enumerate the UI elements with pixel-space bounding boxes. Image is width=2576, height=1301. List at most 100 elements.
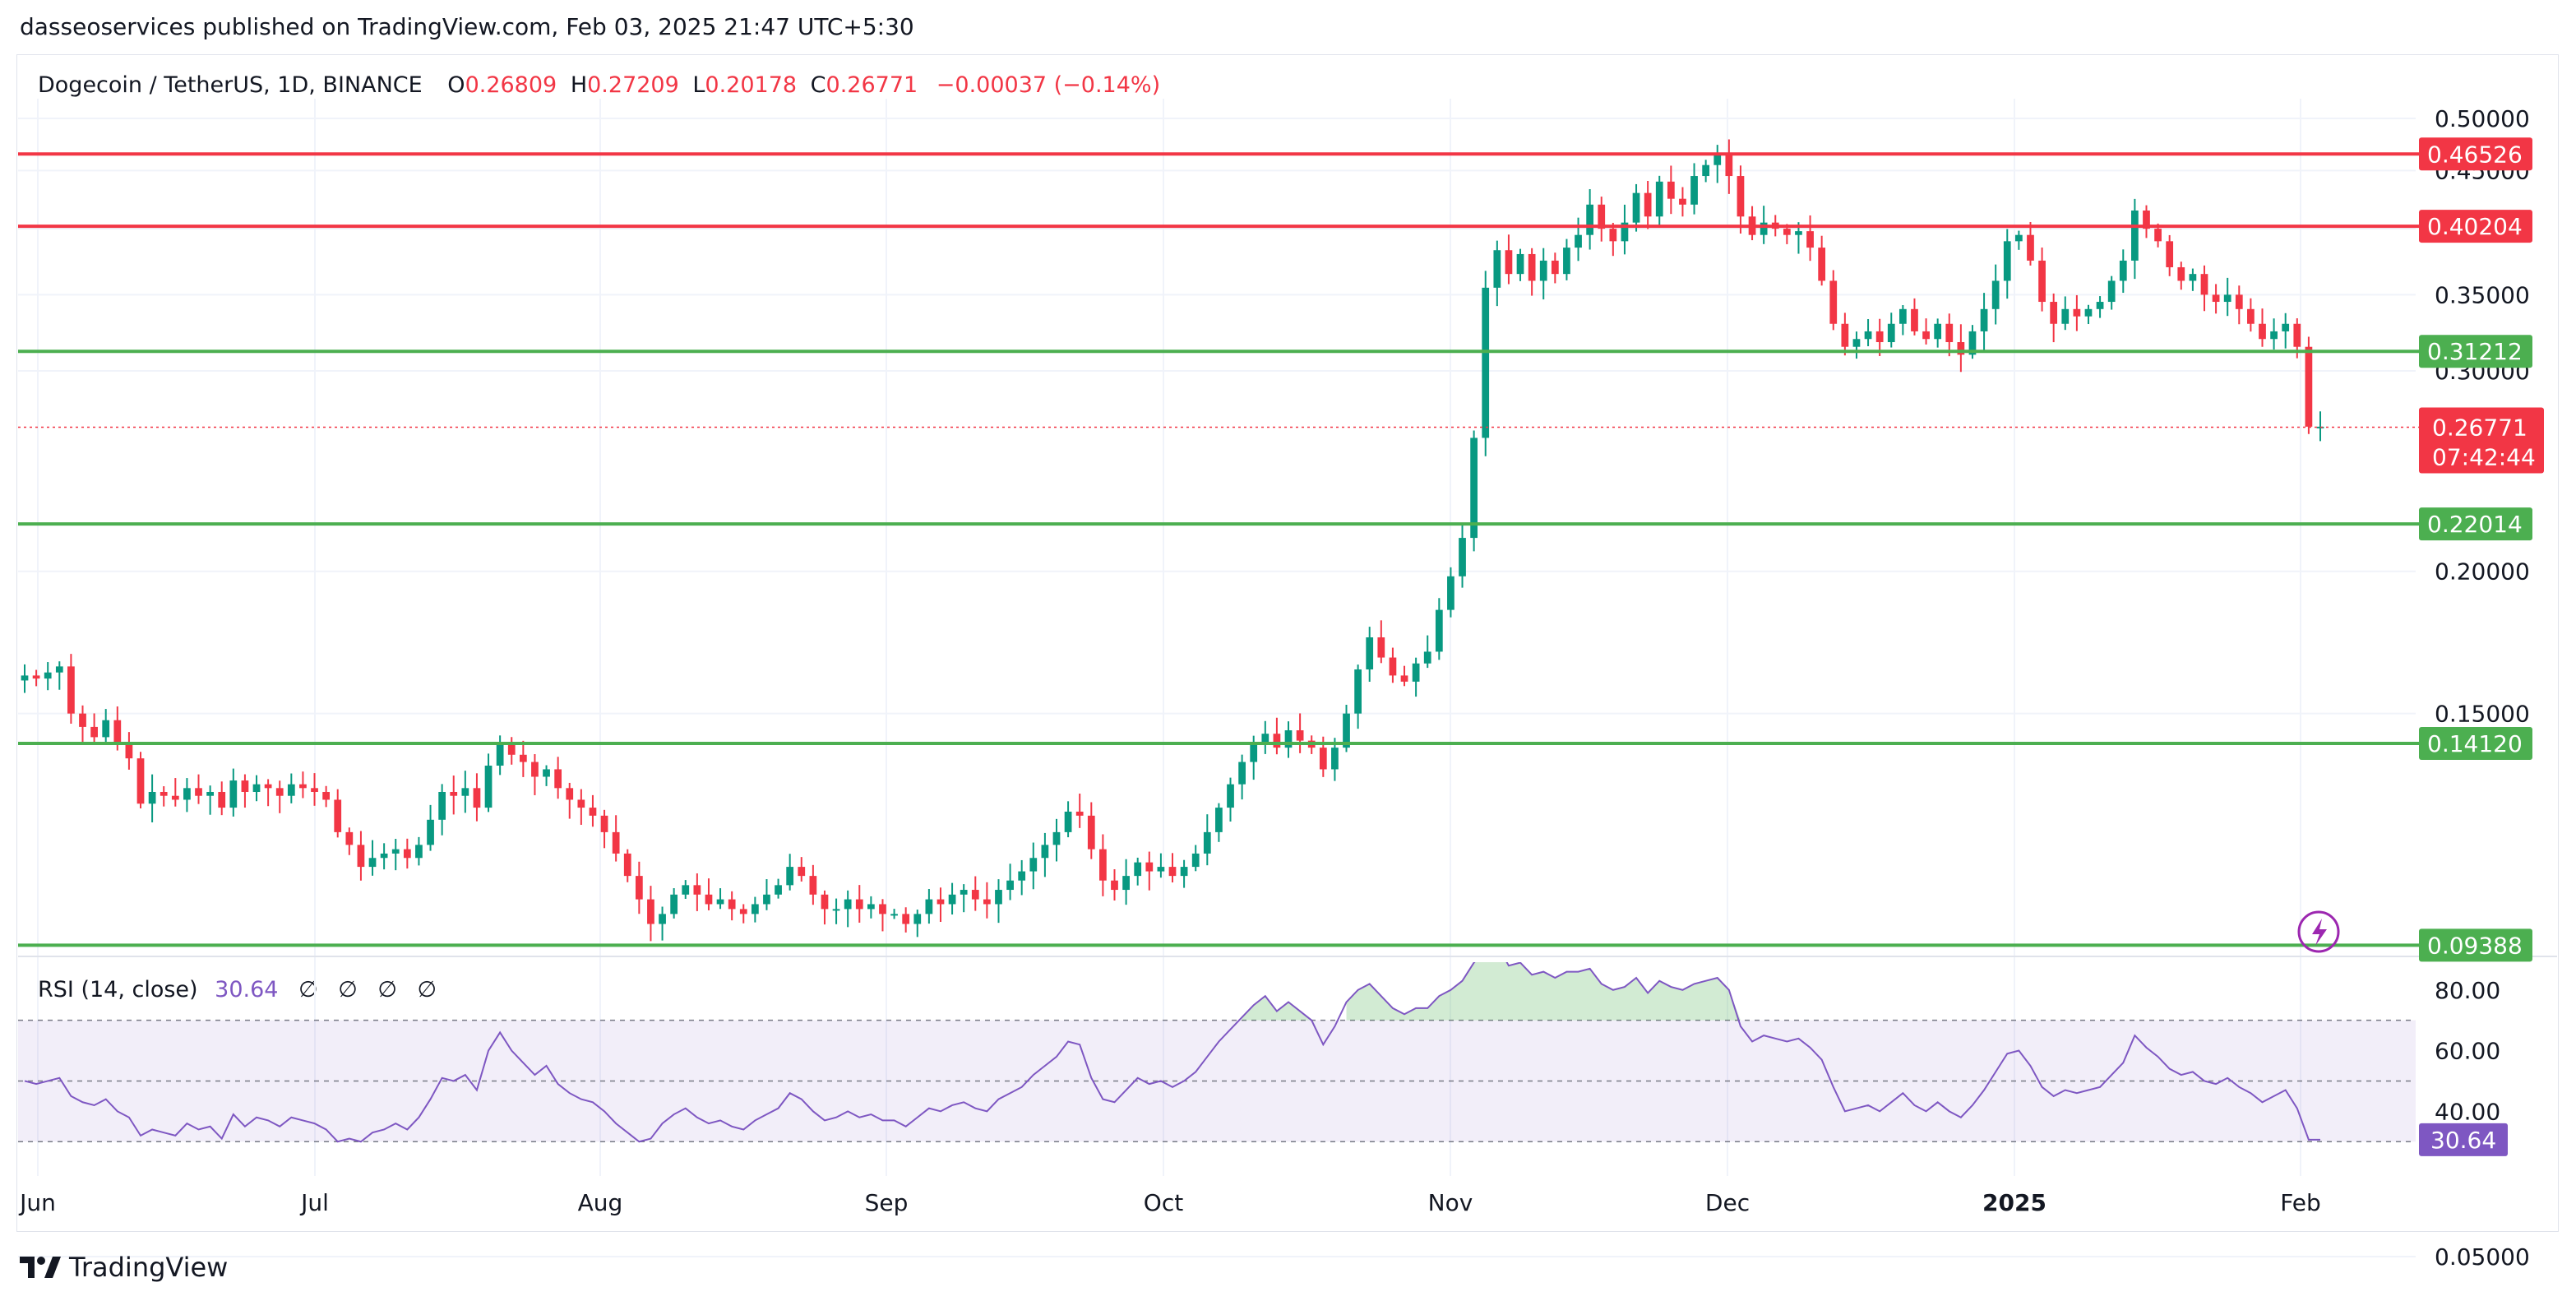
candle-body [2189,274,2197,281]
rsi-value-label: 30.64 [2430,1127,2496,1154]
candle-body [496,743,504,766]
candle-body [995,890,1002,905]
candle-body [566,788,574,800]
candle-body [867,904,875,910]
candle-body [357,845,365,868]
candle-body [113,720,122,744]
y-axis-tick-label: 0.05000 [2435,1243,2530,1271]
x-axis-tick-label: Oct [1144,1189,1183,1216]
candle-body [102,720,110,738]
candle-body [798,867,806,877]
candle-body [1215,808,1223,832]
rsi-label[interactable]: RSI (14, close) [38,977,198,1002]
candle-body [786,867,794,886]
candle-body [229,780,238,808]
candle-body [1052,831,1061,845]
candle-body [2282,323,2290,331]
candle-body [623,853,631,877]
level-price-label: 0.14120 [2427,730,2523,757]
candle-body [1459,538,1466,576]
candle-body [403,849,411,859]
candle-body [705,894,713,905]
candle-body [844,899,852,910]
candle-body [1528,253,1536,281]
candle-body [2235,294,2243,309]
rsi-group [24,962,2320,1143]
level-price-tag [2419,727,2532,761]
candle-body [1737,176,1745,217]
candle-body [1412,663,1420,682]
level-price-tag [2419,507,2532,541]
candle-body [1934,323,1942,340]
candle-body [739,909,747,914]
candle-body [1609,229,1617,242]
candle-body [647,899,654,924]
candle-body [716,899,724,905]
candle-body [879,904,886,914]
candle-body [136,758,145,804]
tradingview-logo-icon [20,1257,61,1278]
candle-body [1203,831,1211,854]
candle-body [693,885,701,895]
candle-body [2177,266,2185,281]
candle-body [855,899,863,910]
candle-body [913,914,922,924]
candle-body [1505,250,1513,275]
candle-body [380,853,388,859]
candle-body [1702,164,1710,177]
candle-body [659,914,666,924]
candle-body [1377,637,1385,658]
candle-body [1296,730,1304,741]
candle-body [635,876,643,900]
candle-body [1632,192,1640,223]
candle-body [682,885,690,895]
candle-body [264,784,272,789]
candle-body [2143,210,2150,229]
candle-body [507,743,516,755]
candle-body [1667,181,1675,199]
candle-body [1018,871,1026,881]
candle-body [1354,669,1362,714]
candle-body [1957,342,1965,355]
level-price-label: 0.31212 [2427,338,2523,365]
candle-body [832,909,840,911]
candle-body [2003,241,2011,281]
candle-body [2073,308,2081,317]
candle-body [1029,858,1038,872]
candle-body [1145,862,1154,872]
candle-body [160,791,168,796]
candle-body [334,799,342,832]
x-axis-tick-label: Nov [1428,1189,1473,1216]
candle-body [1482,287,1490,438]
candle-body [1586,204,1594,235]
candle-body [2223,294,2231,303]
candle-body [2027,234,2034,261]
x-axis-tick-label: Jul [299,1189,329,1216]
x-axis-tick-label: 2025 [1982,1189,2046,1216]
low-label: L [692,72,705,98]
candle-body [1980,308,1988,331]
candle-body [1238,762,1246,785]
candle-body [345,831,354,845]
candle-body [960,890,968,895]
candle-body [1284,730,1293,748]
y-axis-tick-label: 0.20000 [2435,558,2530,586]
rsi-na-3: ∅ [377,977,397,1002]
candle-body [543,769,550,777]
rsi-na-1: ∅ [298,977,318,1002]
candle-body [1991,280,2000,309]
candle-body [1563,248,1570,275]
lightning-bolt-shape [2312,919,2327,946]
candle-body [322,791,330,800]
candle-body [1493,250,1501,288]
rsi-axis-tick-label: 80.00 [2435,977,2500,1004]
candle-body [937,899,945,905]
candle-body [1725,154,1733,177]
candle-body [589,808,597,816]
candle-body [32,675,40,679]
symbol-label[interactable]: Dogecoin / TetherUS, 1D, BINANCE [38,72,423,98]
level-price-label: 0.09388 [2427,932,2523,959]
candle-body [299,784,307,789]
candle-body [1435,609,1443,652]
